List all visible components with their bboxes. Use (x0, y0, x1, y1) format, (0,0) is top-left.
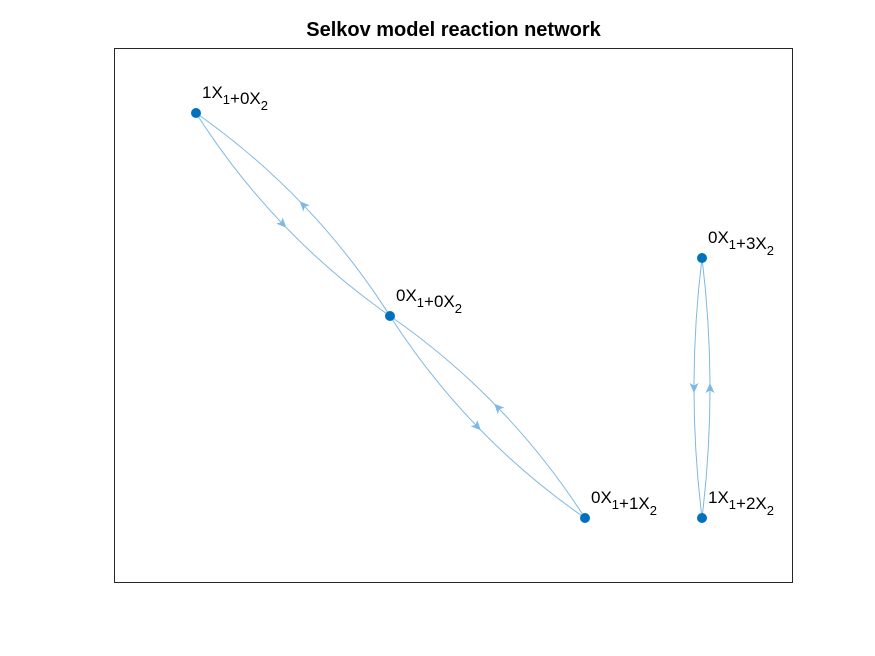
node-marker (697, 513, 707, 523)
arrowhead-icon (299, 201, 310, 212)
node-marker (191, 108, 201, 118)
axes-box (114, 48, 793, 583)
edge-n0-to-n1 (195, 112, 391, 317)
node-label-subscript: 2 (767, 243, 774, 258)
node-label-subscript: 1 (729, 497, 736, 512)
node-label-subscript: 1 (417, 295, 424, 310)
arrowhead-icon (494, 403, 505, 414)
node-label: 1X1+2X2 (708, 488, 774, 518)
node-label-term: +0X (230, 89, 261, 108)
edge-n1-to-n0 (195, 112, 391, 317)
node-marker (385, 311, 395, 321)
arrowhead-icon (470, 420, 481, 431)
arrowhead-icon (705, 383, 715, 393)
node-label-subscript: 2 (650, 503, 657, 518)
node-label-term: 0X (708, 228, 729, 247)
node-label-term: 0X (591, 488, 612, 507)
node-label: 0X1+3X2 (708, 228, 774, 258)
node-label: 0X1+0X2 (396, 286, 462, 316)
chart-title: Selkov model reaction network (306, 19, 601, 41)
node-label-term: +1X (619, 494, 650, 513)
edge-n2-to-n0 (389, 315, 586, 519)
node-label-subscript: 1 (612, 497, 619, 512)
node-label-subscript: 1 (223, 92, 230, 107)
node-label-subscript: 2 (767, 503, 774, 518)
node-label-term: +2X (736, 494, 767, 513)
edges-layer (195, 112, 715, 519)
node-label-term: 0X (396, 286, 417, 305)
node-label-subscript: 2 (455, 301, 462, 316)
node-label-term: 1X (708, 488, 729, 507)
node-label-subscript: 2 (261, 98, 268, 113)
node-label-term: +0X (424, 292, 455, 311)
node-label: 1X1+0X2 (202, 83, 268, 113)
arrowhead-icon (689, 383, 699, 393)
node-label: 0X1+1X2 (591, 488, 657, 518)
node-label-term: +3X (736, 234, 767, 253)
node-label-term: 1X (202, 83, 223, 102)
node-label-subscript: 1 (729, 237, 736, 252)
node-marker (697, 253, 707, 263)
node-marker (580, 513, 590, 523)
arrowhead-icon (276, 217, 287, 228)
edge-n0-to-n2 (389, 315, 586, 519)
